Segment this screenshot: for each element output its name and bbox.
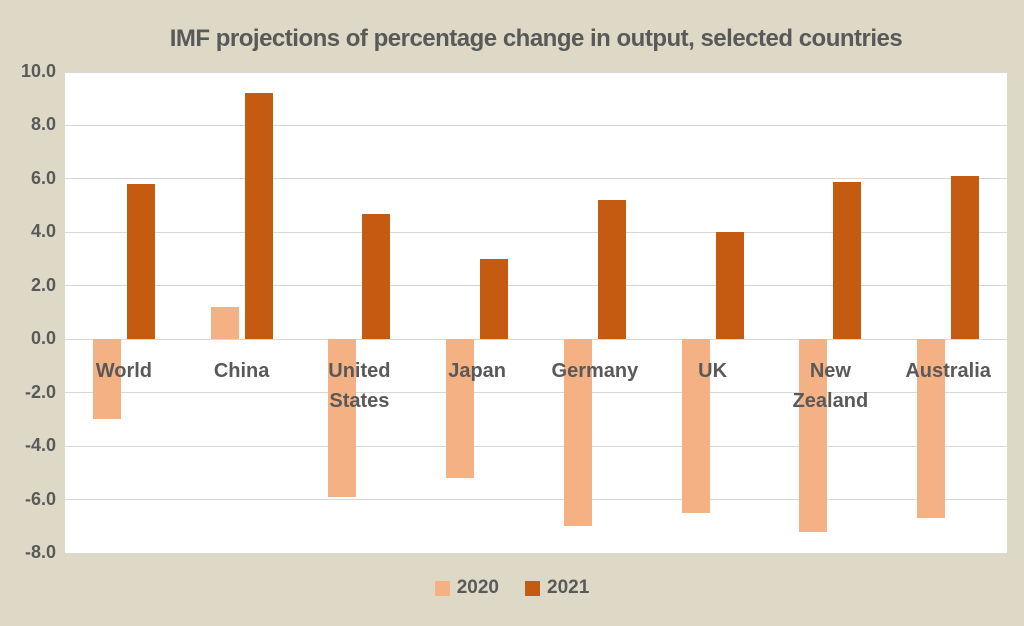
legend-swatch-2020 (434, 580, 450, 596)
gridline (65, 124, 1007, 126)
y-tick-label: 4.0 (30, 221, 56, 242)
category-label-germany: Germany (551, 360, 639, 383)
legend-label-2020: 2020 (456, 577, 499, 598)
y-tick-label: 6.0 (30, 167, 56, 188)
y-tick-label: 10.0 (20, 61, 56, 81)
gridline (65, 285, 1007, 287)
bar-2020-germany (563, 339, 592, 527)
gridline (65, 552, 1007, 554)
gridline (65, 392, 1007, 394)
bar-2020-new-zealand (799, 339, 828, 532)
bar-2020-china (210, 307, 239, 340)
y-tick-label: -6.0 (24, 488, 56, 509)
gridline (65, 338, 1007, 340)
bar-2020-japan (446, 339, 475, 479)
bar-2021-japan (480, 259, 509, 340)
bar-2020-world (92, 339, 121, 420)
legend-swatch-2021 (525, 580, 540, 596)
legend-item-2021: 2021 (525, 577, 589, 599)
y-tick-label: 2.0 (30, 274, 56, 295)
y-tick-label: 0.0 (30, 328, 56, 349)
gridline (65, 499, 1007, 501)
legend-label-2021: 2021 (547, 577, 590, 598)
bar-2021-australia (951, 176, 980, 340)
plot-area: World China United States Japan Germany UK New… (65, 71, 1007, 554)
gridline (65, 178, 1007, 180)
category-label-china: China (213, 360, 270, 383)
category-label-new-zealand: New Zealand (792, 360, 869, 413)
bar-2021-world (126, 184, 155, 340)
category-label-japan: Japan (448, 360, 507, 383)
y-tick-label: -8.0 (24, 542, 56, 562)
gridline (65, 231, 1007, 233)
bar-2021-uk (715, 232, 744, 340)
gridline (65, 445, 1007, 447)
category-label-united-states: United States (328, 360, 391, 413)
category-label-australia: Australia (905, 360, 991, 383)
y-tick-label: 8.0 (30, 114, 56, 135)
bar-2020-united-states (328, 339, 357, 497)
bar-2021-new-zealand (833, 181, 862, 340)
bar-2020-uk (681, 339, 710, 513)
category-label-uk: UK (698, 360, 728, 383)
category-label-world: World (95, 360, 153, 383)
bar-2021-germany (597, 200, 626, 340)
legend-item-2020: 2020 (434, 577, 499, 599)
y-tick-label: -4.0 (24, 435, 56, 456)
legend: 2020 2021 (0, 577, 1024, 599)
bar-2021-united-states (362, 213, 391, 340)
y-tick-label: -2.0 (24, 381, 56, 402)
bar-2020-australia (917, 339, 946, 519)
gridline (65, 71, 1007, 73)
chart-title: IMF projections of percentage change in … (169, 25, 903, 52)
bar-2021-china (244, 93, 273, 340)
